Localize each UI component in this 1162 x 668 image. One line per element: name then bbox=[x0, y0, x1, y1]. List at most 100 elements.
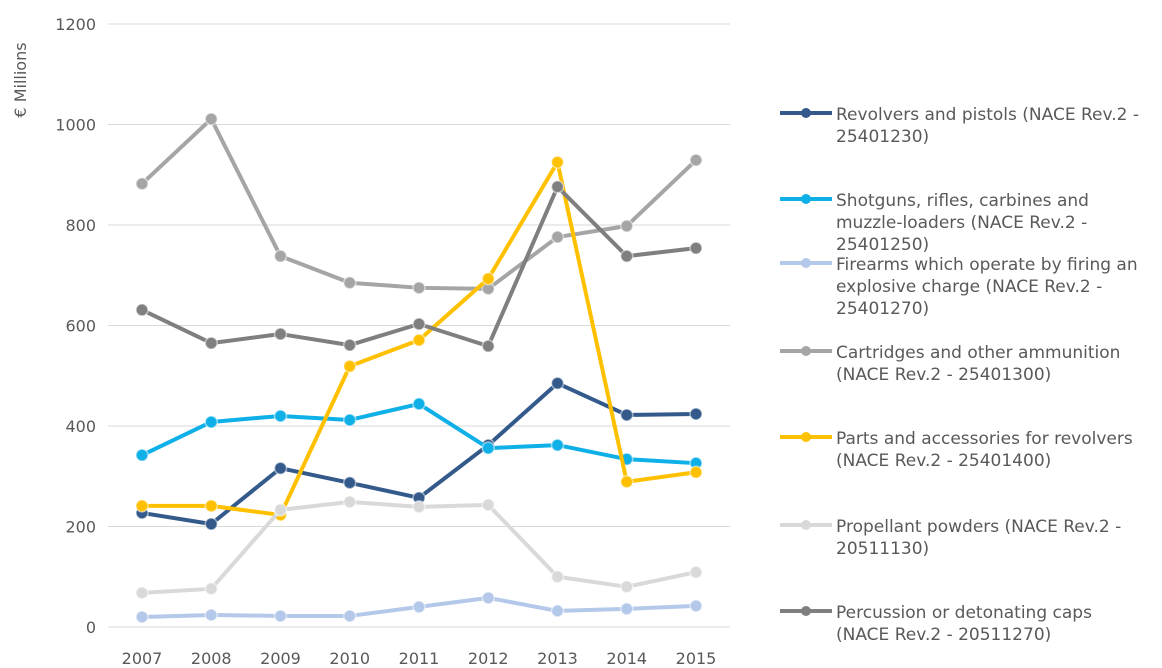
data-point bbox=[620, 475, 634, 489]
data-point bbox=[481, 498, 495, 512]
legend-swatch bbox=[780, 108, 832, 118]
legend-item: Firearms which operate by firing an expl… bbox=[780, 254, 1160, 320]
data-point bbox=[550, 230, 565, 244]
data-point bbox=[273, 461, 288, 475]
data-point bbox=[135, 177, 149, 191]
y-tick-label: 800 bbox=[65, 216, 96, 235]
data-point bbox=[204, 499, 218, 513]
legend-label: Shotguns, rifles, carbines and muzzle-lo… bbox=[836, 191, 1089, 255]
data-point bbox=[343, 276, 357, 290]
legend-item: Revolvers and pistols (NACE Rev.2 - 2540… bbox=[780, 104, 1160, 148]
y-axis-label: € Millions bbox=[11, 42, 30, 117]
y-tick-label: 0 bbox=[86, 618, 96, 637]
x-tick-label: 2011 bbox=[399, 649, 440, 668]
data-point bbox=[412, 333, 426, 347]
legend-swatch bbox=[780, 258, 832, 268]
legend-label: Revolvers and pistols (NACE Rev.2 - 2540… bbox=[836, 105, 1139, 147]
data-point bbox=[689, 241, 703, 255]
legend-label: Firearms which operate by firing an expl… bbox=[836, 255, 1138, 319]
data-point bbox=[343, 495, 357, 509]
x-tick-label: 2010 bbox=[329, 649, 370, 668]
data-point bbox=[412, 281, 426, 295]
y-tick-label: 1200 bbox=[55, 15, 96, 34]
legend-item: Parts and accessories for revolvers (NAC… bbox=[780, 428, 1160, 472]
data-point bbox=[273, 327, 288, 341]
legend-marker bbox=[801, 520, 811, 530]
legend-swatch bbox=[780, 432, 832, 442]
data-point bbox=[412, 397, 426, 411]
legend-marker bbox=[801, 108, 811, 118]
series-line bbox=[141, 499, 697, 595]
data-point bbox=[550, 438, 565, 452]
x-tick-label: 2009 bbox=[260, 649, 301, 668]
legend-swatch bbox=[780, 606, 832, 616]
data-point bbox=[550, 180, 565, 194]
data-point bbox=[550, 155, 565, 169]
data-point bbox=[550, 604, 565, 618]
x-tick-label: 2014 bbox=[606, 649, 647, 668]
legend-item: Shotguns, rifles, carbines and muzzle-lo… bbox=[780, 190, 1160, 256]
data-point bbox=[412, 600, 426, 614]
data-point bbox=[689, 599, 703, 613]
legend-marker bbox=[801, 346, 811, 356]
data-point bbox=[135, 448, 149, 462]
y-tick-label: 400 bbox=[65, 417, 96, 436]
data-point bbox=[204, 336, 218, 350]
data-point bbox=[343, 476, 357, 490]
legend-label: Propellant powders (NACE Rev.2 - 2051113… bbox=[836, 517, 1122, 559]
data-point bbox=[620, 602, 634, 616]
data-point bbox=[135, 610, 149, 624]
data-point bbox=[343, 359, 357, 373]
legend-label: Cartridges and other ammunition (NACE Re… bbox=[836, 343, 1121, 385]
legend-item: Percussion or detonating caps (NACE Rev.… bbox=[780, 602, 1160, 646]
data-point bbox=[204, 517, 218, 531]
data-point bbox=[204, 582, 218, 596]
data-point bbox=[689, 465, 703, 479]
data-point bbox=[343, 413, 357, 427]
legend-swatch bbox=[780, 520, 832, 530]
data-point bbox=[689, 407, 703, 421]
data-point bbox=[343, 338, 357, 352]
data-point bbox=[273, 503, 288, 517]
data-point bbox=[620, 408, 634, 422]
data-point bbox=[412, 317, 426, 331]
data-point bbox=[481, 339, 495, 353]
series-line bbox=[140, 116, 698, 291]
data-point bbox=[204, 415, 218, 429]
legend-marker bbox=[801, 258, 811, 268]
legend-marker bbox=[801, 194, 811, 204]
data-point bbox=[273, 609, 288, 623]
data-point bbox=[620, 219, 634, 233]
y-tick-label: 200 bbox=[65, 518, 96, 537]
x-tick-label: 2012 bbox=[468, 649, 509, 668]
legend-marker bbox=[801, 606, 811, 616]
data-point bbox=[550, 376, 565, 391]
legend-item: Cartridges and other ammunition (NACE Re… bbox=[780, 342, 1160, 386]
x-tick-label: 2008 bbox=[191, 649, 232, 668]
data-point bbox=[689, 565, 703, 579]
legend-label: Percussion or detonating caps (NACE Rev.… bbox=[836, 603, 1092, 645]
data-point bbox=[620, 580, 634, 594]
data-point bbox=[550, 570, 565, 584]
data-point bbox=[481, 441, 495, 455]
legend-label: Parts and accessories for revolvers (NAC… bbox=[836, 429, 1133, 471]
data-point bbox=[204, 608, 218, 622]
legend-item: Propellant powders (NACE Rev.2 - 2051113… bbox=[780, 516, 1160, 560]
x-tick-label: 2015 bbox=[676, 649, 717, 668]
x-tick-label: 2013 bbox=[537, 649, 578, 668]
data-point bbox=[135, 303, 149, 317]
y-tick-label: 1000 bbox=[55, 116, 96, 135]
x-tick-label: 2007 bbox=[122, 649, 163, 668]
data-point bbox=[204, 112, 218, 126]
data-point bbox=[481, 272, 495, 286]
data-point bbox=[481, 591, 495, 605]
data-point bbox=[135, 499, 149, 513]
data-point bbox=[273, 249, 288, 263]
legend-swatch bbox=[780, 194, 832, 204]
data-point bbox=[689, 153, 703, 167]
data-point bbox=[135, 586, 149, 600]
y-tick-label: 600 bbox=[65, 317, 96, 336]
data-point bbox=[412, 500, 426, 514]
